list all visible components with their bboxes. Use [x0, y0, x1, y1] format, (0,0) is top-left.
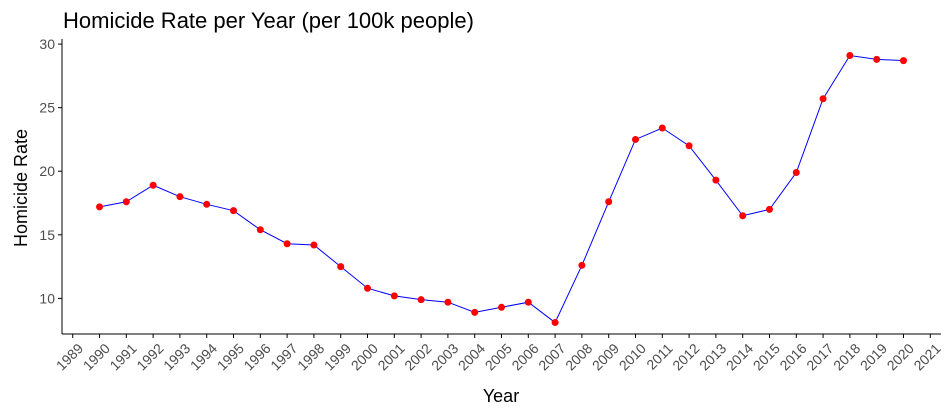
x-tick-label: 2020	[884, 340, 917, 373]
x-tick-label: 1993	[160, 340, 193, 373]
x-axis-title: Year	[483, 386, 519, 406]
x-tick-label: 2009	[589, 340, 622, 373]
x-tick-label: 1992	[133, 340, 166, 373]
x-tick-label: 1999	[321, 340, 354, 373]
x-tick-label: 2018	[830, 340, 863, 373]
series-line	[99, 54, 904, 324]
x-tick-label: 2003	[428, 340, 461, 373]
data-point	[176, 193, 184, 201]
data-point	[149, 181, 157, 189]
axes	[61, 39, 941, 335]
x-tick-label: 2016	[776, 340, 809, 373]
x-tick-label: 2004	[455, 340, 488, 373]
data-point	[310, 241, 318, 249]
data-point	[899, 57, 907, 65]
x-tick-label: 1994	[187, 340, 220, 373]
x-tick-label: 2010	[616, 340, 649, 373]
x-tick-label: 2015	[750, 340, 783, 373]
x-tick-label: 1997	[267, 340, 300, 373]
x-tick-label: 2000	[348, 340, 381, 373]
data-point	[256, 226, 264, 234]
data-point	[685, 142, 693, 150]
data-point	[792, 169, 800, 177]
x-tick-label: 1998	[294, 340, 327, 373]
data-point	[230, 207, 238, 215]
y-tick-label: 25	[39, 100, 55, 116]
y-tick-label: 30	[39, 36, 55, 52]
chart-title: Homicide Rate per Year (per 100k people)	[63, 8, 474, 33]
x-tick-label: 2011	[643, 340, 676, 373]
x-tick-label: 1996	[240, 340, 273, 373]
data-point	[471, 308, 479, 316]
x-tick-label: 2021	[910, 340, 943, 373]
data-point	[337, 263, 345, 271]
data-point	[498, 303, 505, 311]
data-point	[96, 203, 104, 211]
data-point	[658, 124, 666, 132]
data-point	[765, 205, 773, 213]
data-point	[122, 198, 130, 206]
x-tick-label: 2007	[535, 340, 568, 373]
x-tick-label: 1991	[106, 340, 139, 373]
data-point	[712, 176, 720, 184]
x-tick-label: 2002	[401, 340, 434, 373]
x-tick-label: 2019	[857, 340, 890, 373]
x-tick-label: 2012	[669, 340, 702, 373]
y-tick-label: 15	[39, 227, 55, 243]
x-tick-label: 2005	[482, 340, 515, 373]
data-point	[444, 298, 452, 306]
x-tick-label: 1989	[53, 340, 86, 373]
x-tick-label: 2006	[508, 340, 541, 373]
x-tick-label: 2014	[723, 340, 756, 373]
y-axis-title: Homicide Rate	[11, 129, 31, 247]
data-point	[203, 200, 211, 208]
x-tick-label: 1990	[80, 340, 113, 373]
data-point	[417, 296, 425, 304]
data-point	[283, 240, 291, 248]
x-tick-label: 1995	[214, 340, 247, 373]
data-point	[364, 284, 372, 292]
data-point	[631, 135, 639, 143]
data-point	[578, 261, 586, 269]
y-tick-label: 20	[39, 163, 55, 179]
data-point	[739, 212, 747, 220]
series-group	[96, 52, 907, 327]
data-point	[819, 95, 827, 103]
data-point	[605, 198, 613, 206]
y-tick-label: 10	[39, 290, 55, 306]
data-point	[524, 298, 532, 306]
tick-marks: 1015202530198919901991199219931994199519…	[39, 36, 943, 373]
x-tick-label: 2017	[803, 340, 836, 373]
data-point	[551, 319, 559, 327]
x-tick-label: 2001	[374, 340, 407, 373]
data-point	[390, 292, 398, 300]
x-tick-label: 2008	[562, 340, 595, 373]
x-tick-label: 2013	[696, 340, 729, 373]
data-point	[846, 52, 854, 60]
data-point	[873, 55, 881, 63]
